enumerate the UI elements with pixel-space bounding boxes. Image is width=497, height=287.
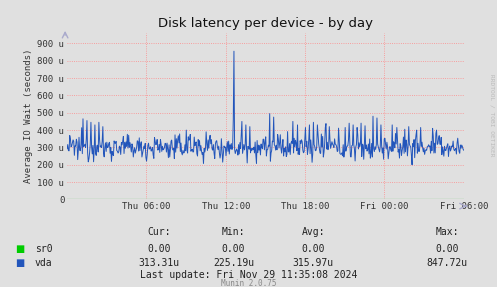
Text: 313.31u: 313.31u [139, 258, 179, 268]
Text: 0.00: 0.00 [222, 244, 246, 254]
Text: 847.72u: 847.72u [427, 258, 468, 268]
Text: Last update: Fri Nov 29 11:35:08 2024: Last update: Fri Nov 29 11:35:08 2024 [140, 270, 357, 280]
Text: Min:: Min: [222, 227, 246, 237]
Text: sr0: sr0 [35, 244, 52, 254]
Title: Disk latency per device - by day: Disk latency per device - by day [158, 18, 373, 30]
Text: 225.19u: 225.19u [213, 258, 254, 268]
Text: 315.97u: 315.97u [293, 258, 333, 268]
Text: RRDTOOL / TOBI OETIKER: RRDTOOL / TOBI OETIKER [490, 73, 495, 156]
Text: 0.00: 0.00 [435, 244, 459, 254]
Text: Cur:: Cur: [147, 227, 171, 237]
Text: Avg:: Avg: [301, 227, 325, 237]
Text: Max:: Max: [435, 227, 459, 237]
Y-axis label: Average IO Wait (seconds): Average IO Wait (seconds) [24, 49, 33, 183]
Text: 0.00: 0.00 [147, 244, 171, 254]
Text: ■: ■ [15, 258, 24, 268]
Text: Munin 2.0.75: Munin 2.0.75 [221, 280, 276, 287]
Text: vda: vda [35, 258, 52, 268]
Text: 0.00: 0.00 [301, 244, 325, 254]
Text: ■: ■ [15, 244, 24, 254]
